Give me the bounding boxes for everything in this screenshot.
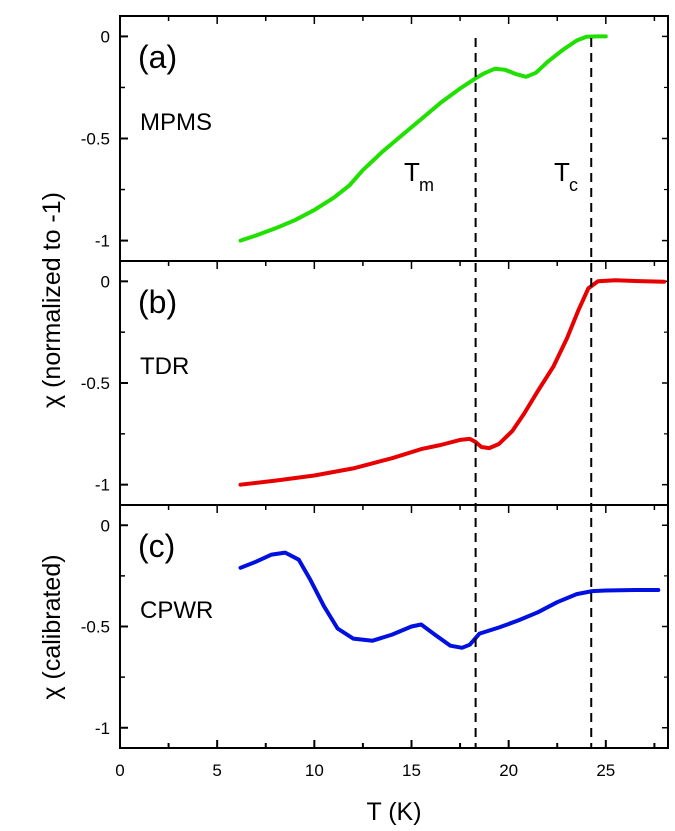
series-line-mpms: [238, 34, 608, 243]
x-tick-label: 15: [402, 761, 421, 780]
x-tick-label: 20: [499, 761, 518, 780]
y-axis-label-panel-c: χ (calibrated): [38, 554, 66, 699]
y-tick-label: -1: [95, 232, 110, 251]
x-tick-label: 0: [115, 761, 124, 780]
x-axis: 0 5 10 15 20 25: [115, 740, 656, 780]
series-line-tdr: [238, 278, 667, 487]
y-tick-label: -1: [95, 719, 110, 738]
series-line-cpwr: [238, 550, 661, 650]
x-tick-label: 5: [212, 761, 221, 780]
marker-subscript-c: c: [569, 175, 578, 195]
y-tick-label: -0.5: [81, 130, 110, 149]
x-tick-label: 25: [596, 761, 615, 780]
y-tick-label: -0.5: [81, 618, 110, 637]
y-tick-label: 0: [101, 516, 110, 535]
panel-a: 0 -0.5 -1 (a) MPMS: [81, 15, 669, 262]
panel-tag: (c): [138, 528, 175, 564]
method-label: TDR: [140, 353, 189, 380]
y-axis-label-shared: χ (normalized to -1): [38, 192, 66, 408]
panel-frame: [119, 504, 669, 749]
method-label: MPMS: [140, 109, 212, 136]
y-tick-label: -1: [95, 476, 110, 495]
marker-subscript-m: m: [419, 175, 434, 195]
y-tick-label: -0.5: [81, 374, 110, 393]
marker-label-m: T: [404, 157, 420, 187]
x-tick-label: 10: [305, 761, 324, 780]
method-label: CPWR: [140, 597, 213, 624]
panel-tag: (a): [138, 39, 177, 75]
y-tick-label: 0: [101, 272, 110, 291]
marker-label-c: T: [554, 157, 570, 187]
panel-tag: (b): [138, 284, 177, 320]
panel-b: 0 -0.5 -1 (b) TDR: [81, 260, 669, 506]
panels: 0 -0.5 -1 (a) MPMS 0 -0.5 -1 (b) TDR 0 -0.5 -1 (c) CPW…: [81, 15, 669, 749]
panel-c: 0 -0.5 -1 (c) CPWR: [81, 504, 669, 749]
x-axis-label: T (K): [366, 798, 421, 826]
panel-frame: [119, 15, 669, 262]
y-tick-label: 0: [101, 27, 110, 46]
